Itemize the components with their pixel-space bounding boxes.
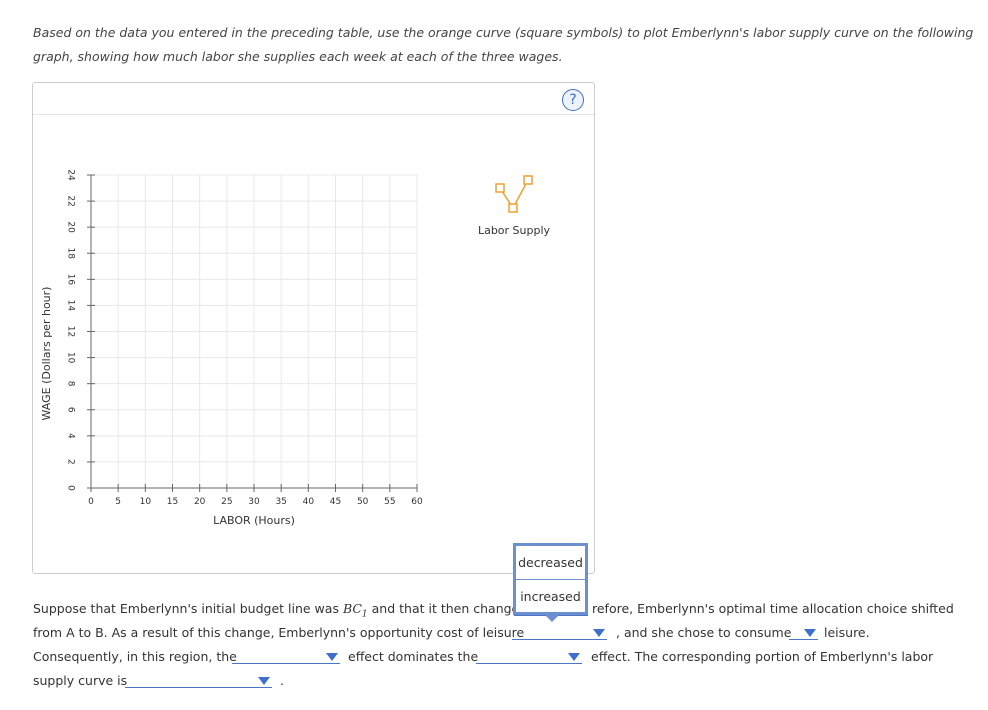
dropdown-pointer: [544, 614, 560, 622]
legend-symbol: [508, 203, 518, 213]
help-button[interactable]: ?: [562, 89, 584, 111]
dropdown[interactable]: [125, 673, 272, 688]
question-text: effect. The corresponding portion of Emb…: [591, 649, 934, 664]
y-tick-label: 0: [66, 485, 76, 491]
question-text: effect dominates the: [348, 649, 479, 664]
y-tick-label: 22: [66, 195, 76, 206]
x-tick-label: 45: [330, 497, 341, 507]
panel-header: ?: [33, 83, 594, 115]
y-axis-label: WAGE (Dollars per hour): [40, 287, 53, 421]
dropdown[interactable]: [232, 649, 340, 664]
dropdown-menu: decreased increased: [513, 543, 588, 615]
y-tick-label: 10: [66, 352, 76, 364]
y-tick-label: 14: [66, 300, 76, 312]
graph-panel: ?: [32, 82, 595, 574]
text: and that it then changed: [371, 601, 528, 616]
x-tick-label: 10: [140, 497, 152, 507]
question-text: Suppose that Emberlynn's initial budget …: [33, 601, 527, 623]
x-tick-label: 5: [115, 497, 121, 507]
dropdown-option[interactable]: increased: [516, 579, 585, 613]
y-tick-label: 6: [66, 407, 76, 413]
y-tick-label: 8: [66, 381, 76, 387]
question-text: leisure.: [824, 625, 870, 640]
question-text: Consequently, in this region, the: [33, 649, 237, 664]
question-text: from A to B. As a result of this change,…: [33, 625, 525, 640]
instruction-text: Based on the data you entered in the pre…: [33, 25, 974, 40]
x-tick-label: 35: [275, 497, 286, 507]
dropdown-option[interactable]: decreased: [518, 555, 583, 570]
x-tick-label: 50: [357, 497, 369, 507]
question-text: supply curve is: [33, 673, 128, 688]
y-tick-label: 12: [66, 326, 76, 337]
question-text: .: [280, 673, 284, 688]
question-text: refore, Emberlynn's optimal time allocat…: [592, 601, 954, 616]
text: BC: [342, 601, 362, 616]
dropdown[interactable]: [476, 649, 582, 664]
x-tick-label: 60: [411, 497, 423, 507]
y-tick-label: 18: [66, 248, 76, 260]
x-tick-label: 40: [303, 497, 315, 507]
x-tick-label: 55: [384, 497, 395, 507]
y-tick-label: 16: [66, 274, 76, 286]
x-axis-label: LABOR (Hours): [213, 514, 295, 527]
x-tick-label: 15: [167, 497, 178, 507]
y-tick-label: 2: [66, 459, 76, 465]
legend-symbol: [495, 183, 505, 193]
dropdown[interactable]: [512, 625, 607, 640]
text: Suppose that Emberlynn's initial budget …: [33, 601, 339, 616]
dropdown[interactable]: [789, 625, 818, 640]
x-tick-label: 25: [221, 497, 232, 507]
y-tick-label: 20: [66, 221, 76, 233]
legend-label: Labor Supply: [478, 224, 551, 237]
text: 1: [361, 609, 368, 620]
math: BC1: [342, 601, 368, 620]
question-text: , and she chose to consume: [616, 625, 792, 640]
legend-symbol: [523, 175, 533, 185]
y-tick-label: 4: [66, 433, 76, 439]
x-tick-label: 20: [194, 497, 206, 507]
y-tick-label: 24: [66, 169, 76, 181]
x-tick-label: 30: [248, 497, 260, 507]
instruction-text: graph, showing how much labor she suppli…: [33, 49, 563, 64]
x-tick-label: 0: [88, 497, 94, 507]
